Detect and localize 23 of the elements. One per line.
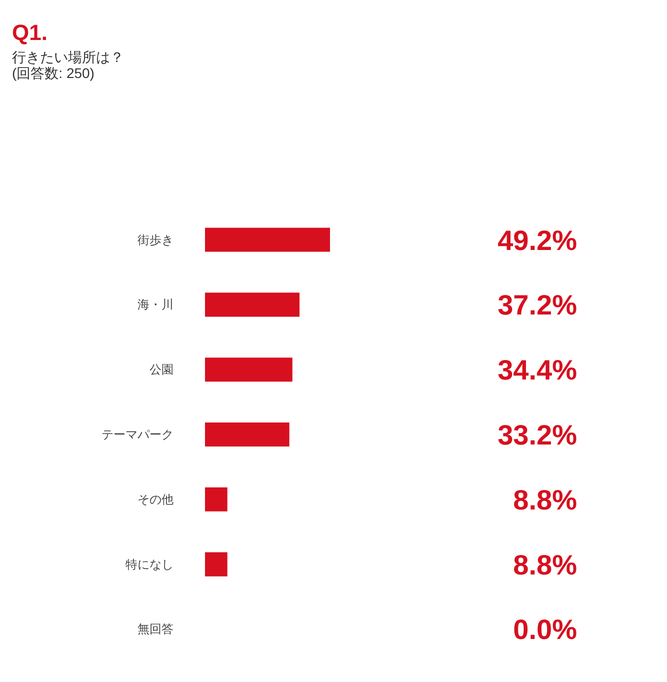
y-tick-label: 無回答: [138, 622, 174, 636]
data-label: 8.8%: [513, 549, 578, 580]
data-label: 49.2%: [498, 224, 578, 256]
data-label: 37.2%: [498, 290, 578, 321]
chart-title: Q1.: [12, 20, 48, 45]
y-tick-label: 海・川: [138, 298, 174, 312]
bar: [205, 292, 300, 317]
bar: [205, 487, 228, 512]
text: 行きたい場所は？: [12, 49, 124, 65]
data-label: 8.8%: [513, 484, 578, 516]
bar: [205, 358, 292, 382]
bar: [205, 422, 290, 447]
data-label: 0.0%: [513, 614, 578, 646]
y-tick-label: 公園: [150, 362, 174, 377]
bar: [205, 228, 330, 252]
y-tick-label: 街歩き: [138, 232, 174, 247]
y-tick-label: その他: [138, 492, 174, 506]
data-label: 34.4%: [498, 354, 578, 386]
bar: [205, 552, 228, 576]
y-tick-label: 特になし: [126, 557, 174, 572]
data-label: 33.2%: [498, 420, 578, 450]
text: (回答数: 250): [12, 65, 94, 81]
y-tick-label: テーマパーク: [102, 428, 174, 442]
